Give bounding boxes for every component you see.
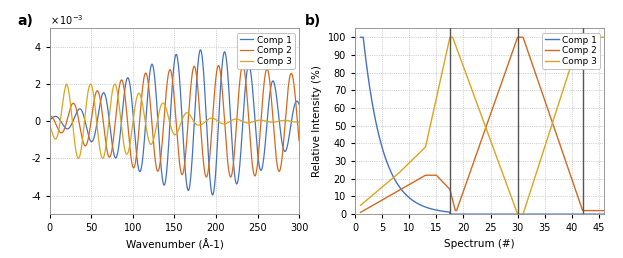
Comp 2: [398, 187, 406, 190]
Comp 3: [293, 121, 301, 124]
Comp 1: [357, 36, 364, 39]
X-axis label: Wavenumber (Å-1): Wavenumber (Å-1): [125, 239, 224, 250]
Comp 1: [107, 128, 114, 131]
Comp 1: [443, 210, 450, 213]
Comp 2: [293, 117, 301, 120]
Comp 2: [601, 209, 608, 212]
Text: $\times\,10^{-3}$: $\times\,10^{-3}$: [50, 13, 83, 27]
Comp 3: [75, 157, 82, 160]
Legend: Comp 1, Comp 2, Comp 3: Comp 1, Comp 2, Comp 3: [237, 33, 295, 69]
Comp 1: [295, 103, 303, 106]
Comp 3: [534, 167, 541, 170]
Comp 3: [140, 111, 148, 114]
Comp 2: [450, 203, 457, 206]
Comp 1: [398, 188, 406, 191]
Text: a): a): [17, 13, 33, 28]
Comp 2: [514, 36, 521, 39]
Comp 1: [209, 194, 216, 197]
Comp 3: [295, 120, 303, 124]
Comp 1: [46, 119, 54, 122]
Comp 1: [105, 117, 113, 120]
Comp 1: [450, 213, 458, 216]
Comp 2: [295, 139, 303, 142]
Comp 3: [46, 124, 54, 127]
Comp 3: [450, 39, 458, 42]
Comp 1: [601, 213, 608, 216]
Comp 1: [104, 107, 112, 110]
Line: Comp 2: Comp 2: [50, 66, 299, 177]
Comp 3: [522, 204, 530, 207]
Comp 3: [357, 204, 364, 207]
Comp 2: [46, 115, 54, 118]
Comp 2: [522, 43, 530, 46]
Comp 1: [534, 213, 541, 216]
Comp 2: [215, 64, 222, 67]
Comp 2: [443, 184, 450, 188]
Comp 2: [534, 78, 541, 81]
Comp 2: [140, 77, 148, 80]
Comp 3: [446, 36, 454, 39]
Line: Comp 3: Comp 3: [361, 37, 604, 214]
Comp 3: [443, 50, 450, 53]
Comp 1: [522, 213, 530, 216]
Line: Comp 3: Comp 3: [50, 84, 299, 158]
Comp 2: [468, 167, 475, 170]
Legend: Comp 1, Comp 2, Comp 3: Comp 1, Comp 2, Comp 3: [543, 33, 600, 69]
Comp 3: [514, 213, 521, 216]
Comp 2: [357, 211, 364, 214]
Comp 2: [107, 155, 114, 158]
Comp 3: [468, 87, 475, 91]
Comp 1: [197, 48, 204, 51]
Comp 1: [293, 100, 301, 103]
Comp 2: [105, 155, 113, 158]
Comp 3: [105, 116, 113, 119]
Text: b): b): [305, 13, 321, 28]
Comp 2: [158, 149, 165, 152]
Y-axis label: Relative Intensity (%): Relative Intensity (%): [312, 65, 322, 177]
Comp 3: [158, 103, 165, 106]
Line: Comp 1: Comp 1: [361, 37, 604, 214]
X-axis label: Spectrum (#): Spectrum (#): [444, 239, 515, 249]
Comp 1: [140, 146, 148, 149]
Comp 3: [398, 169, 406, 172]
Line: Comp 2: Comp 2: [361, 37, 604, 212]
Comp 2: [104, 152, 112, 155]
Comp 3: [104, 129, 112, 132]
Comp 3: [601, 36, 608, 39]
Comp 1: [446, 213, 454, 216]
Comp 1: [158, 170, 165, 173]
Comp 3: [107, 104, 114, 107]
Line: Comp 1: Comp 1: [50, 50, 299, 195]
Comp 3: [87, 83, 94, 86]
Comp 1: [468, 213, 475, 216]
Comp 2: [202, 175, 210, 179]
